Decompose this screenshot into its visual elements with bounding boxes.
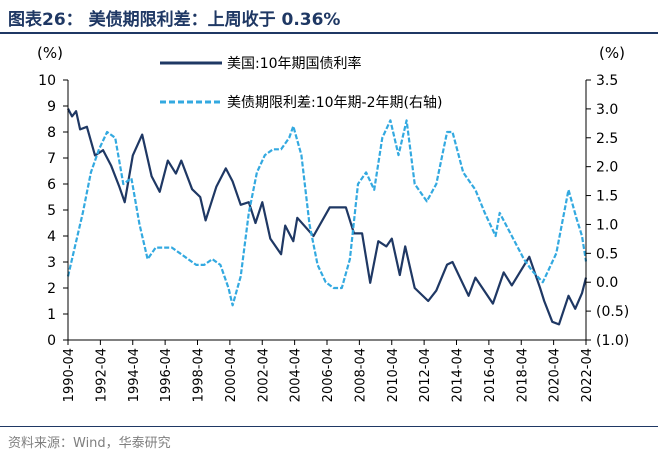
x-tick-label: 1994-04	[127, 348, 142, 402]
source-rule	[0, 426, 658, 427]
x-tick-label: 2022-04	[580, 348, 595, 402]
left-tick-label: 7	[47, 151, 56, 167]
left-tick-label: 2	[47, 281, 56, 297]
x-tick-label: 2016-04	[483, 348, 498, 402]
right-tick-label: 2.5	[596, 131, 618, 147]
right-axis-unit: (%)	[599, 44, 625, 62]
left-tick-label: 9	[47, 99, 56, 115]
x-tick-label: 2010-04	[386, 348, 401, 402]
left-tick-label: 8	[47, 125, 56, 141]
x-tick-label: 2012-04	[418, 348, 433, 402]
left-tick-label: 6	[47, 177, 56, 193]
left-tick-label: 4	[47, 229, 56, 245]
left-tick-label: 1	[47, 307, 56, 323]
x-tick-label: 1990-04	[62, 348, 77, 402]
left-axis-ticks: 0 1 2 3 4 5 6 7 8 9 10	[38, 73, 68, 349]
right-tick-label: (1.0)	[596, 333, 629, 349]
series-layer	[66, 108, 588, 326]
x-tick-label: 2004-04	[289, 348, 304, 402]
x-tick-label: 2008-04	[353, 348, 368, 402]
left-tick-label: 10	[38, 73, 56, 89]
figure-title: 图表26： 美债期限利差：上周收于 0.36%	[8, 10, 341, 30]
x-tick-label: 2002-04	[256, 348, 271, 402]
x-tick-label: 2000-04	[224, 348, 239, 402]
x-tick-label: 2014-04	[451, 348, 466, 402]
series-line-0	[67, 108, 588, 326]
right-tick-label: 2.0	[596, 160, 618, 176]
x-axis-ticks: 1990-04 1992-04 1994-04 1996-04 1998-04 2000-…	[62, 340, 595, 402]
left-tick-label: 3	[47, 255, 56, 271]
right-tick-label: 0.0	[596, 275, 618, 291]
left-tick-label: 5	[47, 203, 56, 219]
left-axis-unit: (%)	[37, 44, 63, 62]
title-rule	[0, 32, 658, 34]
legend: 美国:10年期国债利率 美债期限利差:10年期-2年期(右轴)	[160, 55, 442, 111]
right-tick-label: (0.5)	[596, 304, 629, 320]
dual-axis-line-chart: (%) (%) 0 1 2 3 4 5 6 7 8 9 10 (1.0) (0.5) 0.0 0.5 1.0…	[37, 44, 629, 402]
source-note: 资料来源：Wind，华泰研究	[8, 436, 171, 451]
legend-label-us10y: 美国:10年期国债利率	[227, 55, 362, 72]
legend-label-spread: 美债期限利差:10年期-2年期(右轴)	[227, 95, 442, 111]
right-tick-label: 1.0	[596, 217, 618, 233]
x-tick-label: 2006-04	[321, 348, 336, 402]
right-axis-ticks: (1.0) (0.5) 0.0 0.5 1.0 1.5 2.0 2.5 3.0 3.5	[586, 73, 629, 349]
x-tick-label: 2018-04	[515, 348, 530, 402]
left-tick-label: 0	[47, 333, 56, 349]
right-tick-label: 0.5	[596, 246, 618, 262]
x-tick-label: 1992-04	[94, 348, 109, 402]
x-tick-label: 1998-04	[192, 348, 207, 402]
right-tick-label: 3.0	[596, 102, 618, 118]
right-tick-label: 3.5	[596, 73, 618, 89]
x-tick-label: 2020-04	[548, 348, 563, 402]
right-tick-label: 1.5	[596, 189, 618, 205]
x-tick-label: 1996-04	[159, 348, 174, 402]
